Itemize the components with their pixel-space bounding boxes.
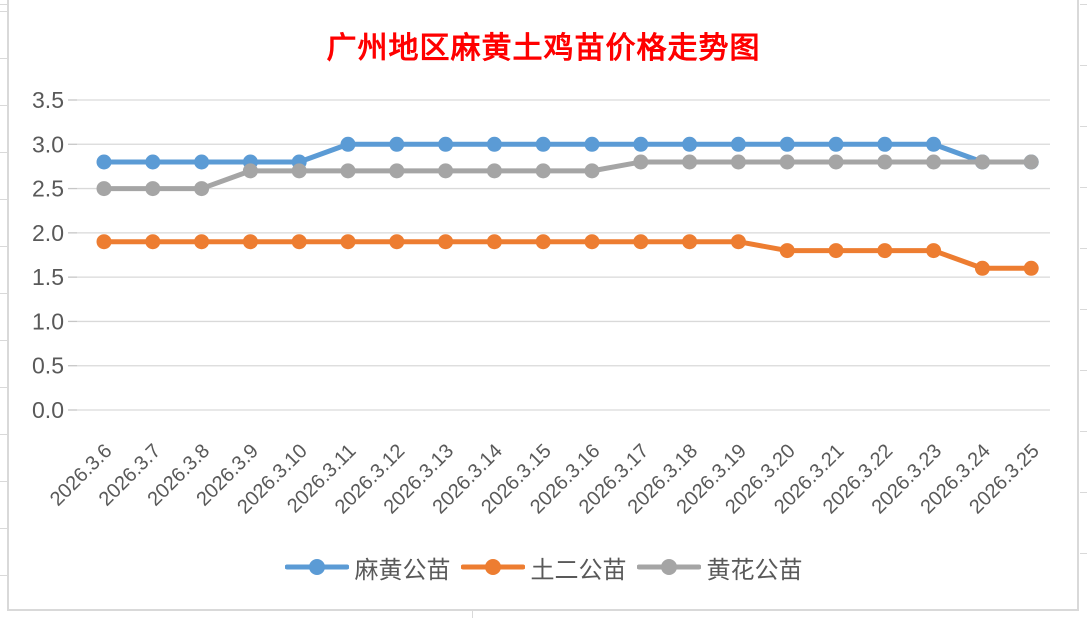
series-point-1-13	[730, 234, 746, 250]
y-tick-label: 3.5	[32, 87, 64, 113]
series-point-1-7	[438, 234, 454, 250]
worksheet-gridlines-right	[1080, 0, 1087, 618]
series-point-1-5	[340, 234, 356, 250]
y-tick-label: 3.0	[32, 131, 64, 157]
legend-marker-icon	[636, 559, 701, 575]
series-point-0-2	[194, 154, 210, 170]
series-point-0-17	[926, 136, 942, 152]
series-point-0-8	[486, 136, 502, 152]
series-point-1-4	[291, 234, 307, 250]
series-point-2-12	[682, 154, 698, 170]
series-point-2-9	[535, 163, 551, 179]
series-point-2-19	[1023, 154, 1039, 170]
series-point-0-15	[828, 136, 844, 152]
series-point-0-11	[633, 136, 649, 152]
y-tick-label: 0.5	[32, 353, 64, 379]
series-point-0-0	[96, 154, 112, 170]
series-point-0-10	[584, 136, 600, 152]
legend-marker-icon	[284, 559, 349, 575]
series-point-2-17	[926, 154, 942, 170]
series-line-0	[104, 141, 1032, 165]
series-point-1-17	[926, 243, 942, 259]
series-point-2-0	[96, 181, 112, 197]
series-point-1-15	[828, 243, 844, 259]
series-point-1-3	[242, 234, 258, 250]
series-point-1-11	[633, 234, 649, 250]
series-point-1-19	[1023, 260, 1039, 276]
series-point-1-18	[974, 260, 990, 276]
series-point-1-2	[194, 234, 210, 250]
series-point-2-1	[145, 181, 161, 197]
series-point-2-8	[486, 163, 502, 179]
worksheet-column-line	[472, 611, 473, 618]
series-point-1-0	[96, 234, 112, 250]
series-point-1-16	[877, 243, 893, 259]
series-point-2-10	[584, 163, 600, 179]
y-tick-label: 2.0	[32, 220, 64, 246]
chart-legend: 麻黄公苗 土二公苗 黄花公苗	[0, 549, 1087, 585]
legend-item-2: 黄花公苗	[636, 550, 803, 585]
series-point-2-11	[633, 154, 649, 170]
series-point-2-4	[291, 163, 307, 179]
series-point-1-9	[535, 234, 551, 250]
series-point-2-2	[194, 181, 210, 197]
series-line-1	[104, 239, 1032, 271]
series-point-0-5	[340, 136, 356, 152]
legend-label: 土二公苗	[530, 557, 627, 584]
series-point-1-8	[486, 234, 502, 250]
series-point-0-13	[730, 136, 746, 152]
series-point-0-1	[145, 154, 161, 170]
y-tick-label: 0.0	[32, 397, 64, 423]
legend-label: 黄花公苗	[706, 557, 803, 584]
y-tick-label: 2.5	[32, 176, 64, 202]
series-point-2-5	[340, 163, 356, 179]
legend-item-0: 麻黄公苗	[284, 550, 451, 585]
worksheet-gridlines-left	[0, 0, 7, 618]
series-point-1-10	[584, 234, 600, 250]
series-point-0-16	[877, 136, 893, 152]
series-point-2-16	[877, 154, 893, 170]
series-point-0-14	[779, 136, 795, 152]
series-point-2-14	[779, 154, 795, 170]
series-point-2-6	[389, 163, 405, 179]
series-point-0-6	[389, 136, 405, 152]
series-point-1-12	[682, 234, 698, 250]
series-point-2-15	[828, 154, 844, 170]
series-point-1-6	[389, 234, 405, 250]
chart-title: 广州地区麻黄土鸡苗价格走势图	[326, 32, 761, 65]
y-tick-label: 1.0	[32, 308, 64, 334]
series-point-2-3	[242, 163, 258, 179]
series-point-1-14	[779, 243, 795, 259]
chart-object[interactable]	[7, 0, 1079, 611]
series-point-2-7	[438, 163, 454, 179]
legend-label: 麻黄公苗	[354, 557, 451, 584]
series-point-0-9	[535, 136, 551, 152]
series-line-2	[104, 159, 1032, 192]
series-point-2-18	[974, 154, 990, 170]
series-point-2-13	[730, 154, 746, 170]
series-point-1-1	[145, 234, 161, 250]
worksheet-gridlines-bottom	[0, 611, 1087, 618]
y-tick-label: 1.5	[32, 264, 64, 290]
series-point-0-12	[682, 136, 698, 152]
legend-item-1: 土二公苗	[460, 550, 627, 585]
legend-marker-icon	[460, 559, 525, 575]
series-point-0-7	[438, 136, 454, 152]
